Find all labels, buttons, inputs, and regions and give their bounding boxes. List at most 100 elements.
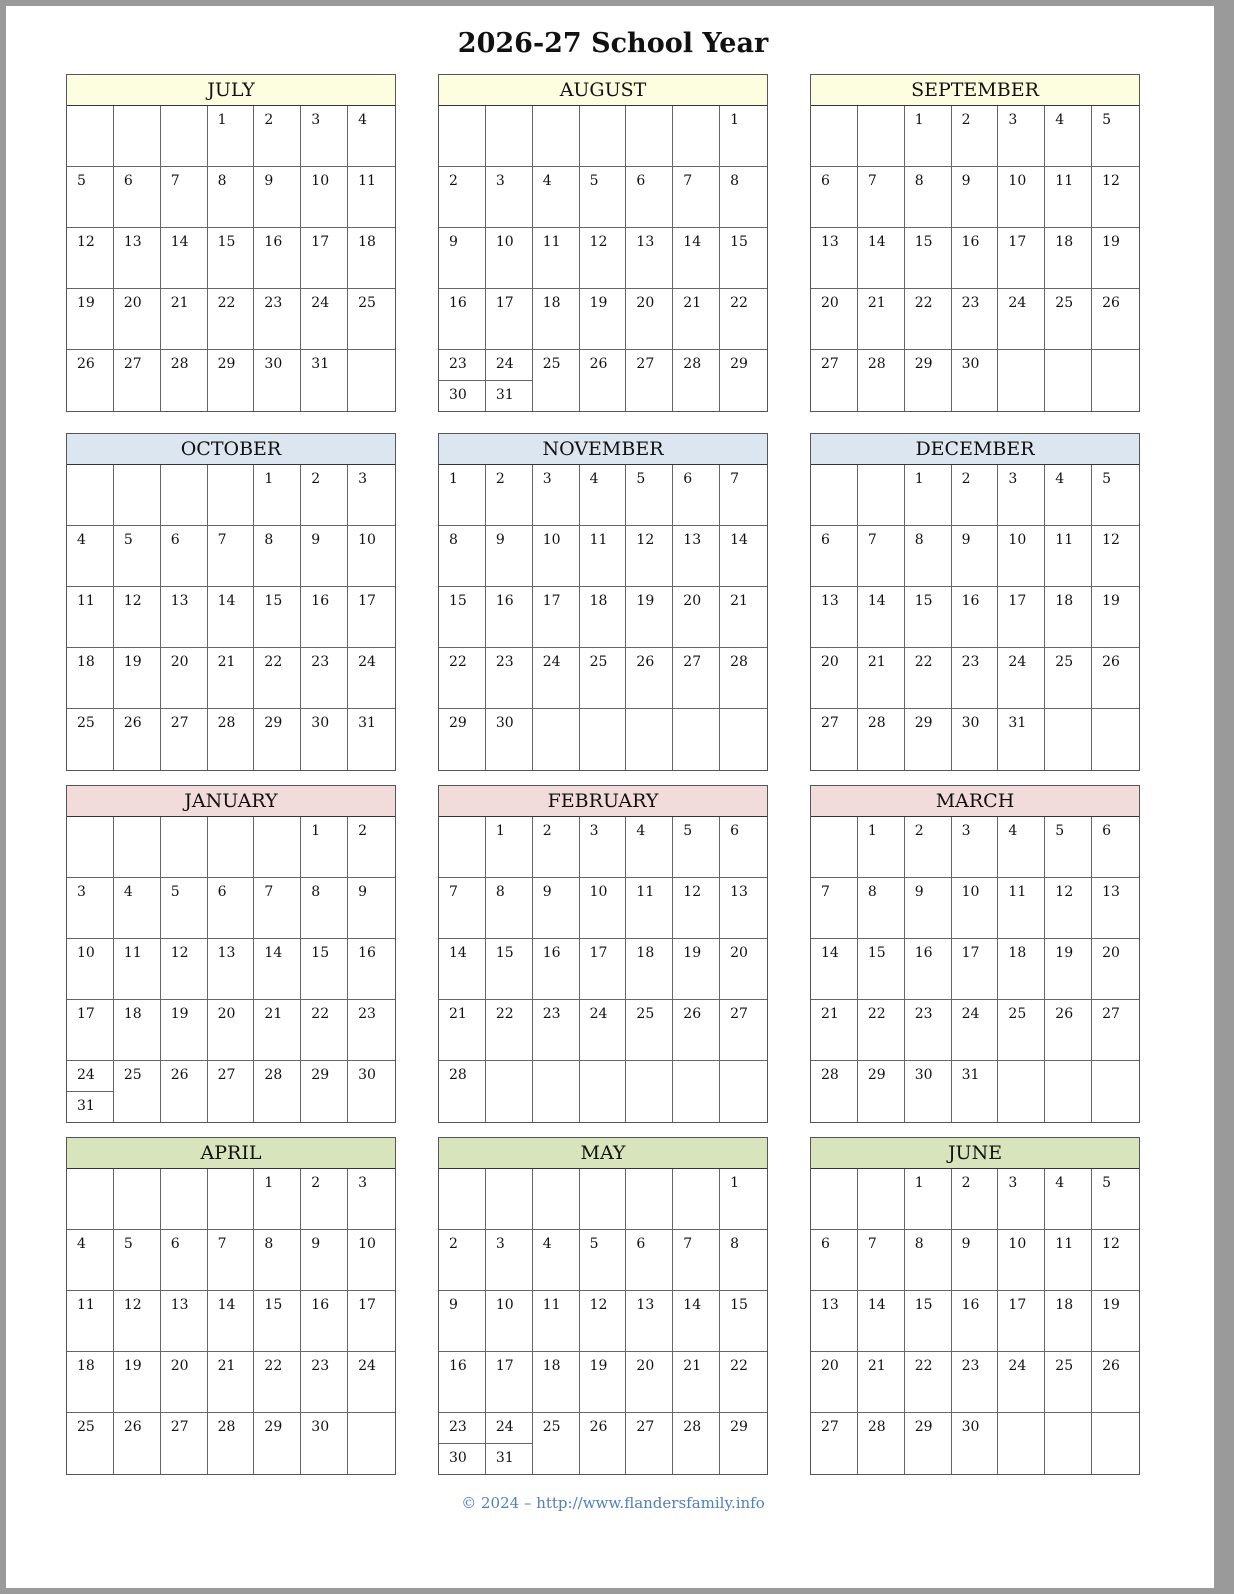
- day-cell: 17: [67, 1000, 114, 1061]
- day-cell: [160, 1169, 208, 1230]
- month-may: MAY 1 2 3 4 5 6 7 8 9 10 11 12 13 14 15 16 17 18 19 20 21 22 23…: [438, 1137, 768, 1475]
- day-cell: [580, 1061, 627, 1122]
- day-cell: [113, 817, 161, 878]
- day-cell: 27: [626, 350, 674, 411]
- day-cell: 3: [67, 878, 114, 939]
- day-cell: 3: [348, 1169, 395, 1230]
- day-cell: [348, 350, 395, 411]
- day-cell: 18: [626, 939, 674, 1000]
- day-cell: 4: [532, 1230, 580, 1291]
- month-header: JANUARY: [67, 786, 395, 817]
- day-cell: 15: [904, 1291, 952, 1352]
- day-cell: 30: [905, 1061, 952, 1122]
- day-cell: 18: [67, 648, 114, 709]
- day-cell: 19: [1092, 1291, 1139, 1352]
- day-cell: [160, 465, 208, 526]
- day-cell: 16: [301, 587, 349, 648]
- day-cell: 8: [254, 526, 302, 587]
- day-cell: [113, 465, 161, 526]
- day-cell: 25: [579, 648, 627, 709]
- day-cell: 17: [348, 587, 395, 648]
- day-cell: 25: [533, 350, 580, 411]
- day-cell: 28: [161, 350, 208, 411]
- day-cell: 2: [301, 465, 349, 526]
- day-cell: 23: [254, 289, 302, 350]
- day-cell: 12: [160, 939, 208, 1000]
- day-cell: 11: [113, 939, 161, 1000]
- day-cell: 11: [626, 878, 674, 939]
- month-april: APRIL 1 2 3 4 5 6 7 8 9 10 11 12 13 14 15 16 17 18 19 20 21 22…: [66, 1137, 396, 1475]
- day-cell: [113, 1169, 161, 1230]
- day-cell: [811, 1169, 858, 1230]
- day-cell: [811, 817, 858, 878]
- day-cell: 20: [113, 289, 161, 350]
- day-cell: 22: [857, 1000, 905, 1061]
- month-header: MARCH: [811, 786, 1139, 817]
- day-cell: [1045, 350, 1093, 411]
- day-cell: 8: [254, 1230, 302, 1291]
- day-cell: 3: [579, 817, 627, 878]
- day-cell: 1: [720, 1169, 767, 1230]
- day-cell: 14: [673, 1291, 721, 1352]
- day-cell: 21: [207, 1352, 255, 1413]
- day-cell: 2: [532, 817, 580, 878]
- day-cell: [533, 1061, 580, 1122]
- day-cell: 5: [160, 878, 208, 939]
- day-cell: 31: [358, 715, 376, 731]
- day-cell: 13: [1092, 878, 1139, 939]
- day-cell: 17: [579, 939, 627, 1000]
- day-cell: 10: [485, 1291, 533, 1352]
- day-cell: 26: [673, 1000, 721, 1061]
- day-cell: 16: [439, 289, 486, 350]
- day-cell: 3: [485, 1230, 533, 1291]
- day-cell: 11: [348, 167, 395, 228]
- day-cell: 28: [858, 709, 905, 770]
- day-cell: 15: [904, 228, 952, 289]
- day-cell: 5: [1092, 106, 1139, 167]
- day-cell: 23: [348, 1000, 395, 1061]
- day-cell: 9: [301, 1230, 349, 1291]
- day-cell: 6: [160, 526, 208, 587]
- day-cell: 10: [348, 526, 395, 587]
- month-june: JUNE 1 2 3 4 5 6 7 8 9 10 11 12 13 14 15 16 17 18 19 20 21 22 2…: [810, 1137, 1140, 1475]
- day-cell: [673, 709, 721, 770]
- day-cell: 15: [439, 587, 486, 648]
- day-cell: 6: [811, 1230, 858, 1291]
- day-cell: 14: [207, 1291, 255, 1352]
- day-cell: 15: [207, 228, 255, 289]
- day-cell: [998, 1061, 1046, 1122]
- day-cell: 14: [811, 939, 858, 1000]
- day-cell: 20: [811, 289, 858, 350]
- day-cell: 14: [439, 939, 486, 1000]
- day-cell: 22: [254, 1352, 302, 1413]
- day-cell: 2: [951, 1169, 999, 1230]
- day-cell: 10: [951, 878, 999, 939]
- day-cell: 12: [579, 1291, 627, 1352]
- day-cell: 22: [904, 289, 952, 350]
- day-cell: 24: [579, 1000, 627, 1061]
- day-cell: 18: [67, 1352, 114, 1413]
- day-cell: 16: [904, 939, 952, 1000]
- day-cell: 15: [485, 939, 533, 1000]
- day-cell: [1045, 709, 1093, 770]
- day-cell: 28: [439, 1061, 486, 1122]
- day-cell: 31: [998, 709, 1046, 770]
- day-cell: [998, 1413, 1046, 1474]
- day-cell: [207, 465, 255, 526]
- day-cell: 2: [254, 106, 302, 167]
- day-cell: [1092, 709, 1139, 770]
- day-cell: 13: [626, 1291, 674, 1352]
- day-cell: 27: [114, 350, 161, 411]
- month-august: AUGUST 1 2 3 4 5 6 7 8 9 10 11 12 13 14 15 16 17 18 19 20 21 2…: [438, 74, 768, 412]
- day-cell: 6: [626, 1230, 674, 1291]
- day-cell: 7: [207, 1230, 255, 1291]
- month-header: OCTOBER: [67, 434, 395, 465]
- day-cell: 25: [114, 1061, 161, 1122]
- day-cell: 4: [998, 817, 1046, 878]
- day-cell: 25: [1045, 289, 1093, 350]
- day-cell: 9: [951, 526, 999, 587]
- day-cell: [532, 1169, 580, 1230]
- day-cell: 15: [720, 1291, 767, 1352]
- day-cell: 28: [254, 1061, 302, 1122]
- day-cell: 6: [1092, 817, 1139, 878]
